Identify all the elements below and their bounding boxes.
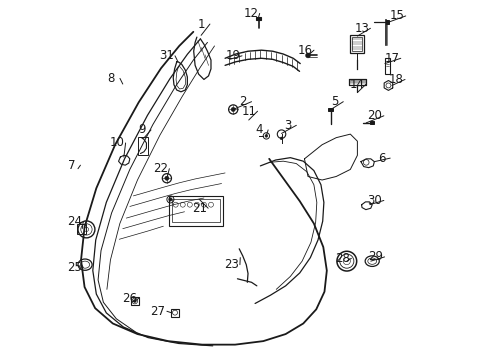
Text: 24: 24	[67, 215, 82, 228]
Bar	[384, 58, 389, 74]
Bar	[256, 17, 260, 20]
Text: 15: 15	[388, 9, 404, 22]
Bar	[171, 309, 179, 316]
Circle shape	[231, 107, 235, 112]
Text: 26: 26	[122, 292, 137, 305]
Bar	[77, 224, 86, 234]
Text: 25: 25	[67, 261, 81, 274]
Text: 30: 30	[367, 194, 382, 207]
Text: 10: 10	[109, 136, 124, 149]
Text: 27: 27	[150, 305, 165, 318]
Text: 7: 7	[68, 159, 75, 172]
Text: 31: 31	[159, 49, 173, 62]
Text: 16: 16	[297, 44, 312, 57]
Text: 8: 8	[107, 72, 115, 85]
Text: 19: 19	[225, 49, 240, 62]
Bar	[168, 196, 223, 226]
Bar	[385, 20, 388, 24]
Bar	[370, 121, 373, 124]
Text: 28: 28	[334, 252, 349, 265]
Circle shape	[280, 137, 283, 140]
Text: 29: 29	[367, 251, 383, 264]
Text: 17: 17	[384, 52, 399, 65]
Circle shape	[133, 300, 136, 302]
Text: 4: 4	[255, 123, 263, 136]
Text: 21: 21	[191, 202, 206, 215]
Circle shape	[305, 53, 310, 58]
Circle shape	[168, 198, 172, 201]
Text: 20: 20	[367, 109, 382, 122]
Text: 3: 3	[283, 119, 291, 132]
Text: 14: 14	[349, 77, 364, 90]
Text: 6: 6	[377, 152, 385, 165]
Bar	[349, 35, 363, 53]
Bar	[328, 108, 332, 111]
Circle shape	[264, 135, 267, 137]
Text: 11: 11	[241, 105, 256, 118]
Bar	[172, 199, 219, 222]
Text: 13: 13	[353, 22, 368, 35]
Bar	[351, 37, 362, 50]
Text: 9: 9	[138, 123, 145, 136]
Text: 22: 22	[153, 162, 168, 175]
Bar	[131, 297, 139, 305]
Text: 2: 2	[239, 95, 246, 108]
Circle shape	[164, 176, 169, 180]
Text: 23: 23	[223, 258, 238, 271]
Text: 1: 1	[197, 18, 204, 31]
Text: 18: 18	[388, 73, 403, 86]
Text: 12: 12	[243, 7, 258, 20]
Text: 5: 5	[330, 95, 338, 108]
